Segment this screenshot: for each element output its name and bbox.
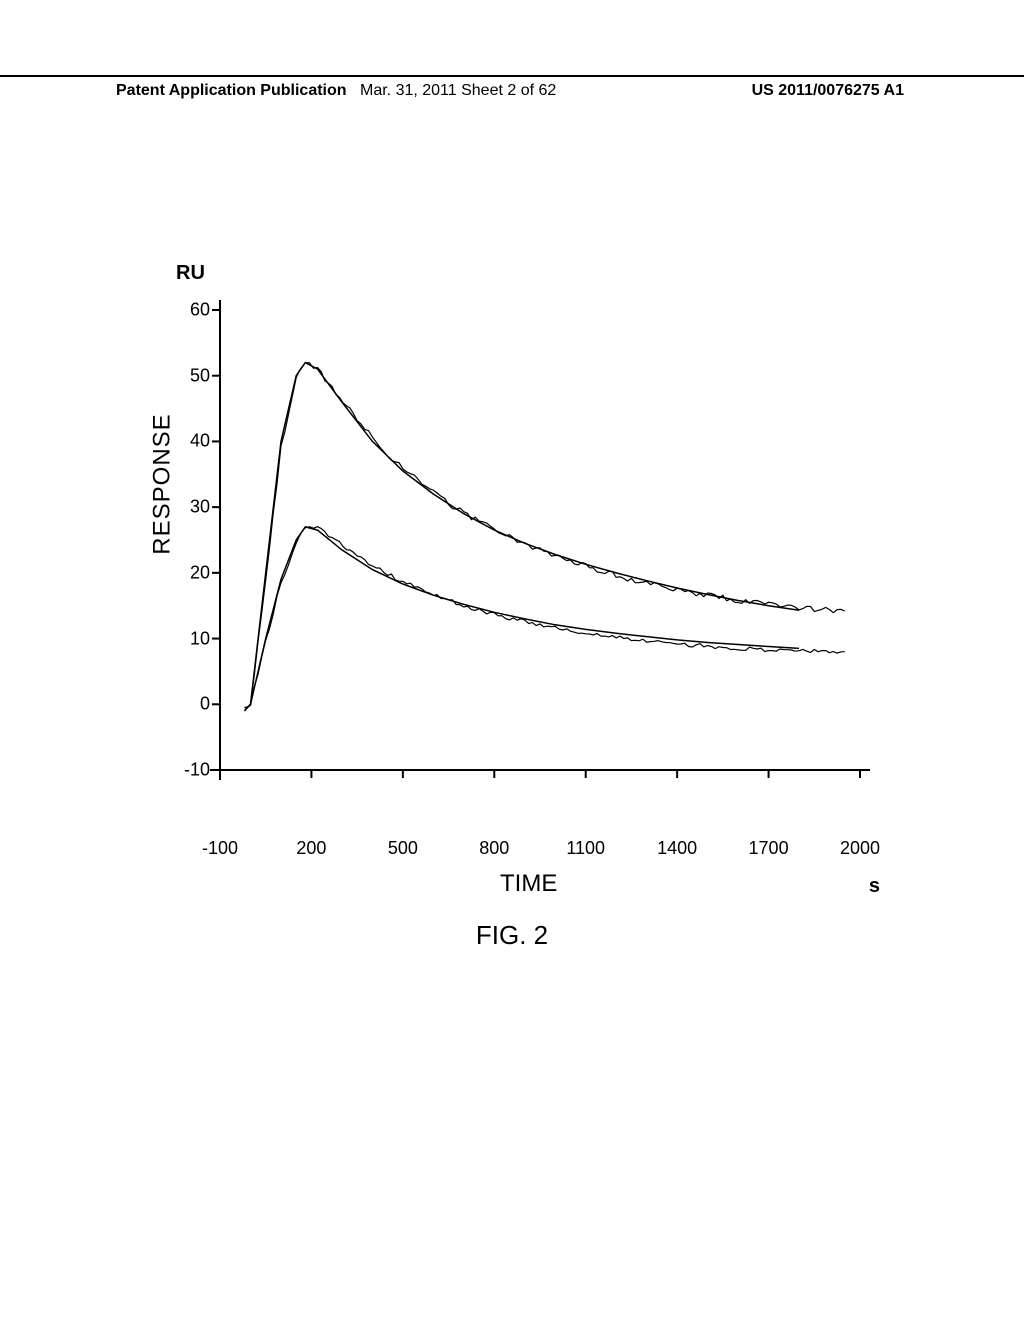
x-tick: 1400 <box>657 838 697 859</box>
plot-svg <box>140 290 870 830</box>
y-tick: -10 <box>160 760 210 781</box>
x-tick: 800 <box>479 838 509 859</box>
figure-caption: FIG. 2 <box>0 920 1024 951</box>
ru-unit-label: RU <box>176 262 205 285</box>
series-lower-data <box>244 527 844 708</box>
y-tick: 10 <box>160 628 210 649</box>
header: Patent Application Publication Mar. 31, … <box>0 82 1024 110</box>
x-tick: 1100 <box>566 838 605 859</box>
x-tick: -100 <box>202 838 238 859</box>
x-unit-label: s <box>869 875 880 898</box>
page: Patent Application Publication Mar. 31, … <box>0 0 1024 1320</box>
sensorgram-chart: RU RESPONSE TIME s -100102030405060 -100… <box>140 290 870 830</box>
x-tick: 2000 <box>840 838 880 859</box>
y-tick-labels: -10 0 10 20 30 40 50 60 <box>140 290 210 830</box>
header-left: Patent Application Publication <box>116 82 347 100</box>
y-tick: 60 <box>160 300 210 321</box>
y-tick: 50 <box>160 365 210 386</box>
x-tick: 500 <box>388 838 418 859</box>
series-upper-fit <box>244 363 799 711</box>
header-center: Mar. 31, 2011 Sheet 2 of 62 <box>360 82 556 100</box>
x-tick-labels: -1002005008001100140017002000 <box>140 838 870 862</box>
y-tick: 20 <box>160 562 210 583</box>
y-tick: 40 <box>160 431 210 452</box>
y-tick: 0 <box>160 694 210 715</box>
header-rule <box>0 75 1024 77</box>
x-tick: 1700 <box>749 838 789 859</box>
x-tick: 200 <box>296 838 326 859</box>
y-tick: 30 <box>160 497 210 518</box>
series-upper-data <box>244 363 844 708</box>
header-right: US 2011/0076275 A1 <box>752 82 904 100</box>
x-axis-label: TIME <box>500 870 557 898</box>
